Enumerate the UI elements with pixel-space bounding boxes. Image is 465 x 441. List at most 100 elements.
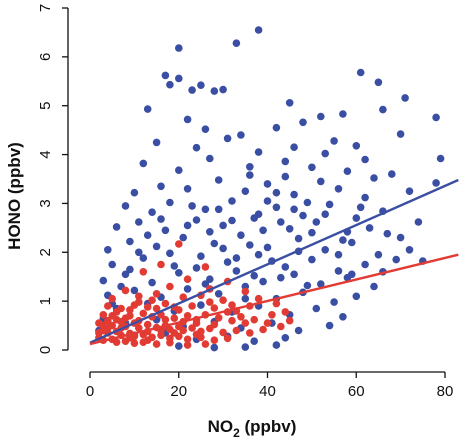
data-point-series-0 [206, 154, 214, 163]
data-point-series-1 [143, 336, 152, 345]
data-point-series-0 [383, 229, 392, 238]
data-point-series-1 [210, 304, 219, 312]
data-point-series-0 [263, 180, 272, 188]
data-point-series-0 [281, 263, 290, 271]
x-axis-title-unit: (ppbv) [240, 417, 297, 436]
y-tick-label: 2 [37, 248, 54, 256]
data-point-series-1 [210, 336, 219, 345]
data-point-series-0 [299, 211, 307, 220]
data-point-series-0 [246, 163, 254, 171]
data-point-series-1 [183, 275, 192, 284]
data-point-series-0 [370, 282, 378, 291]
data-point-series-1 [157, 260, 165, 269]
data-point-series-0 [361, 155, 369, 164]
data-point-series-0 [201, 125, 210, 133]
data-point-series-1 [130, 339, 139, 348]
data-point-series-0 [294, 326, 303, 335]
data-point-series-0 [175, 342, 183, 350]
data-point-series-0 [166, 249, 174, 258]
data-point-series-0 [285, 99, 294, 107]
data-point-series-0 [201, 280, 210, 288]
data-point-series-0 [214, 290, 223, 298]
data-point-series-1 [201, 263, 210, 271]
data-point-series-0 [396, 233, 405, 242]
data-point-series-0 [175, 74, 183, 83]
data-point-series-0 [206, 275, 214, 284]
data-point-series-0 [303, 198, 312, 207]
x-axis-title: NO2 (ppbv) [208, 417, 297, 440]
data-point-series-0 [104, 246, 112, 254]
data-point-series-0 [348, 270, 356, 279]
data-point-series-0 [228, 197, 236, 205]
data-point-series-0 [143, 231, 152, 239]
y-axis-title: HONO (ppbv) [5, 142, 24, 250]
data-point-series-0 [436, 154, 445, 163]
data-point-series-0 [396, 130, 405, 138]
y-tick-label: 0 [37, 346, 54, 354]
data-point-series-0 [325, 200, 334, 209]
data-point-series-0 [223, 258, 232, 266]
data-point-series-1 [121, 286, 130, 295]
data-point-series-0 [254, 26, 263, 34]
data-point-series-1 [135, 292, 143, 301]
data-point-series-0 [361, 193, 369, 202]
data-point-series-1 [246, 329, 254, 337]
data-point-series-0 [201, 205, 210, 214]
data-point-series-0 [330, 298, 338, 306]
data-point-series-0 [241, 343, 250, 351]
data-point-series-0 [343, 167, 352, 175]
x-tick-label: 40 [259, 383, 276, 400]
data-point-series-0 [188, 86, 196, 94]
data-point-series-1 [170, 314, 179, 323]
data-point-series-1 [228, 301, 236, 309]
data-point-series-0 [192, 216, 201, 224]
y-tick-label: 6 [37, 53, 54, 61]
data-point-series-0 [290, 205, 298, 214]
data-point-series-0 [139, 254, 148, 262]
data-point-series-0 [228, 216, 236, 225]
data-point-series-0 [210, 239, 219, 248]
x-tick-label: 0 [86, 383, 94, 400]
data-point-series-0 [175, 44, 183, 52]
plot-area [89, 26, 459, 352]
y-tick-label: 1 [37, 297, 54, 305]
data-point-series-1 [237, 313, 245, 321]
data-point-series-1 [219, 296, 227, 305]
data-point-series-0 [214, 205, 223, 214]
data-point-series-0 [277, 273, 285, 282]
data-point-series-1 [126, 306, 134, 314]
data-point-series-1 [188, 324, 196, 332]
data-point-series-0 [175, 269, 183, 277]
data-point-series-0 [414, 218, 423, 226]
data-point-series-0 [139, 159, 148, 168]
data-point-series-0 [197, 252, 205, 260]
data-point-series-1 [104, 302, 112, 310]
fit-line-0 [89, 178, 459, 344]
data-point-series-1 [135, 324, 143, 332]
data-point-series-0 [179, 233, 187, 242]
data-point-series-0 [334, 185, 343, 193]
data-point-series-1 [139, 309, 148, 318]
y-tick-label: 3 [37, 199, 54, 207]
data-point-series-0 [330, 137, 338, 145]
data-point-series-0 [219, 85, 227, 94]
data-point-series-1 [175, 240, 183, 248]
data-point-series-0 [254, 148, 263, 156]
data-point-series-1 [152, 340, 161, 348]
data-point-series-0 [232, 254, 241, 262]
data-point-series-0 [143, 105, 152, 113]
data-point-series-0 [130, 188, 139, 197]
data-point-series-0 [237, 231, 245, 239]
data-point-series-1 [263, 319, 272, 327]
data-point-series-0 [152, 138, 161, 147]
data-point-series-1 [183, 335, 192, 344]
data-point-series-0 [166, 80, 174, 89]
data-point-series-1 [188, 302, 196, 310]
data-point-series-0 [183, 285, 192, 293]
data-point-series-0 [339, 313, 347, 321]
x-axis-title-subscript: 2 [233, 426, 240, 440]
data-point-series-0 [308, 163, 316, 172]
data-point-series-1 [112, 338, 121, 347]
data-point-series-0 [197, 301, 205, 309]
data-point-series-0 [152, 242, 161, 251]
